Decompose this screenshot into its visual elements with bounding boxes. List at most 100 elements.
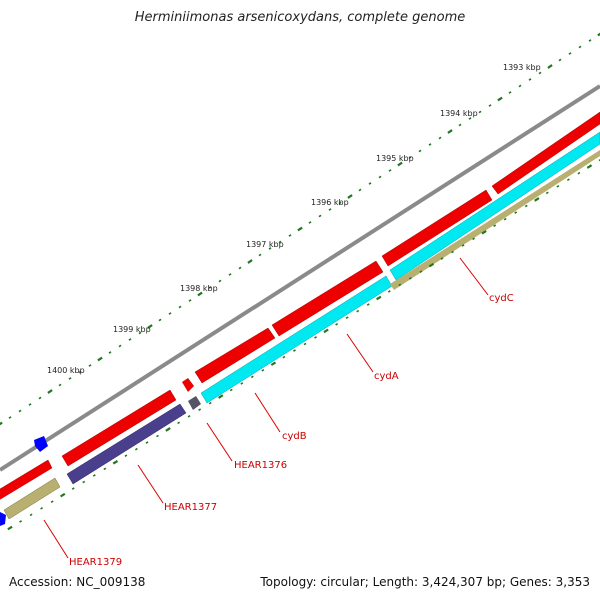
gene-label-leaders bbox=[43, 257, 489, 559]
minor-tick bbox=[345, 316, 349, 319]
forward-cds[interactable] bbox=[194, 327, 276, 384]
forward-cds[interactable] bbox=[182, 378, 194, 392]
gene-HEAR1377[interactable] bbox=[66, 403, 187, 485]
minor-tick bbox=[328, 208, 332, 211]
kbp-marker: 1393 kbp bbox=[503, 63, 541, 72]
leader-cydB bbox=[254, 392, 281, 433]
major-tick bbox=[497, 96, 503, 102]
gene-cydA-cydB[interactable] bbox=[200, 275, 393, 404]
small-feature[interactable] bbox=[0, 512, 6, 526]
minor-tick bbox=[314, 336, 318, 339]
kbp-marker: 1394 kbp bbox=[440, 109, 478, 118]
minor-tick bbox=[558, 58, 562, 62]
minor-tick bbox=[418, 149, 422, 153]
forward-cds[interactable] bbox=[0, 459, 53, 500]
minor-tick bbox=[408, 277, 412, 280]
minor-tick bbox=[387, 290, 391, 293]
minor-tick bbox=[458, 123, 462, 127]
small-feature[interactable] bbox=[34, 436, 48, 452]
minor-tick bbox=[472, 237, 476, 241]
minor-tick bbox=[258, 253, 262, 257]
minor-tick bbox=[124, 454, 128, 457]
minor-tick bbox=[335, 323, 339, 326]
major-tick bbox=[481, 230, 487, 235]
minor-tick bbox=[198, 408, 202, 411]
minor-tick bbox=[187, 415, 191, 418]
minor-tick bbox=[282, 355, 286, 359]
minor-tick bbox=[378, 175, 382, 179]
kbp-marker: 1397 kbp bbox=[246, 240, 284, 249]
forward-cds[interactable] bbox=[271, 260, 384, 337]
minor-tick bbox=[388, 169, 392, 172]
minor-tick bbox=[18, 409, 22, 413]
major-tick bbox=[270, 361, 277, 366]
minor-tick bbox=[398, 283, 402, 287]
gene-cydD[interactable] bbox=[390, 150, 600, 290]
minor-tick bbox=[578, 45, 582, 49]
minor-tick bbox=[82, 480, 86, 484]
major-tick bbox=[147, 324, 153, 329]
minor-tick bbox=[308, 221, 312, 224]
major-tick bbox=[7, 525, 13, 531]
forward-cds[interactable] bbox=[491, 111, 600, 195]
major-tick bbox=[447, 129, 453, 134]
minor-tick bbox=[408, 156, 412, 159]
gene-label-cydA[interactable]: cydA bbox=[374, 371, 399, 382]
kbp-marker: 1395 kbp bbox=[376, 154, 414, 163]
minor-tick bbox=[78, 370, 82, 374]
minor-tick bbox=[588, 39, 592, 42]
kbp-marker: 1396 kbp bbox=[311, 198, 349, 207]
major-tick bbox=[597, 32, 600, 37]
major-tick bbox=[197, 291, 203, 297]
minor-tick bbox=[598, 159, 600, 162]
major-tick bbox=[165, 427, 171, 432]
major-tick bbox=[97, 356, 103, 362]
major-tick bbox=[547, 64, 553, 69]
forward-cds[interactable] bbox=[61, 389, 177, 467]
map-title: Herminiimonas arsenicoxydans, complete g… bbox=[134, 10, 466, 25]
major-tick bbox=[428, 262, 435, 268]
major-tick bbox=[376, 295, 382, 301]
gene-HEAR1376[interactable] bbox=[188, 396, 201, 410]
minor-tick bbox=[58, 383, 62, 387]
minor-tick bbox=[240, 382, 244, 385]
forward-cds[interactable] bbox=[381, 189, 493, 267]
leader-HEAR1377 bbox=[137, 464, 164, 504]
minor-tick bbox=[292, 349, 296, 352]
major-tick bbox=[247, 259, 253, 264]
gene-label-HEAR1376[interactable]: HEAR1376 bbox=[234, 460, 287, 471]
minor-tick bbox=[145, 441, 149, 444]
minor-tick bbox=[19, 520, 23, 523]
minor-tick bbox=[268, 247, 272, 250]
minor-tick bbox=[338, 201, 342, 205]
minor-tick bbox=[488, 104, 492, 107]
gene-labels: cydC cydA cydB HEAR1376 HEAR1377 HEAR137… bbox=[69, 293, 514, 568]
minor-tick bbox=[356, 309, 360, 313]
gene-label-HEAR1379[interactable]: HEAR1379 bbox=[69, 557, 122, 568]
gene-HEAR1379[interactable] bbox=[3, 477, 61, 520]
gene-cydC[interactable] bbox=[389, 131, 600, 281]
kbp-marker: 1398 kbp bbox=[180, 284, 218, 293]
minor-tick bbox=[451, 250, 454, 254]
minor-tick bbox=[29, 513, 33, 517]
minor-tick bbox=[261, 369, 265, 372]
gene-label-cydC[interactable]: cydC bbox=[489, 293, 514, 304]
minor-tick bbox=[503, 217, 507, 221]
minor-tick bbox=[577, 171, 581, 175]
minor-tick bbox=[508, 91, 512, 94]
gene-label-HEAR1377[interactable]: HEAR1377 bbox=[164, 502, 217, 513]
minor-tick bbox=[40, 507, 44, 510]
minor-tick bbox=[461, 244, 465, 247]
minor-tick bbox=[438, 136, 442, 140]
minor-tick bbox=[208, 286, 212, 289]
leader-HEAR1379 bbox=[43, 519, 69, 559]
gene-label-cydB[interactable]: cydB bbox=[282, 431, 307, 442]
minor-tick bbox=[303, 342, 307, 346]
major-tick bbox=[397, 161, 403, 167]
kbp-marker: 1400 kbp bbox=[47, 366, 85, 375]
forward-cds-track bbox=[0, 111, 600, 500]
leader-cydA bbox=[346, 333, 374, 373]
minor-tick bbox=[88, 364, 92, 367]
minor-tick bbox=[538, 71, 542, 75]
